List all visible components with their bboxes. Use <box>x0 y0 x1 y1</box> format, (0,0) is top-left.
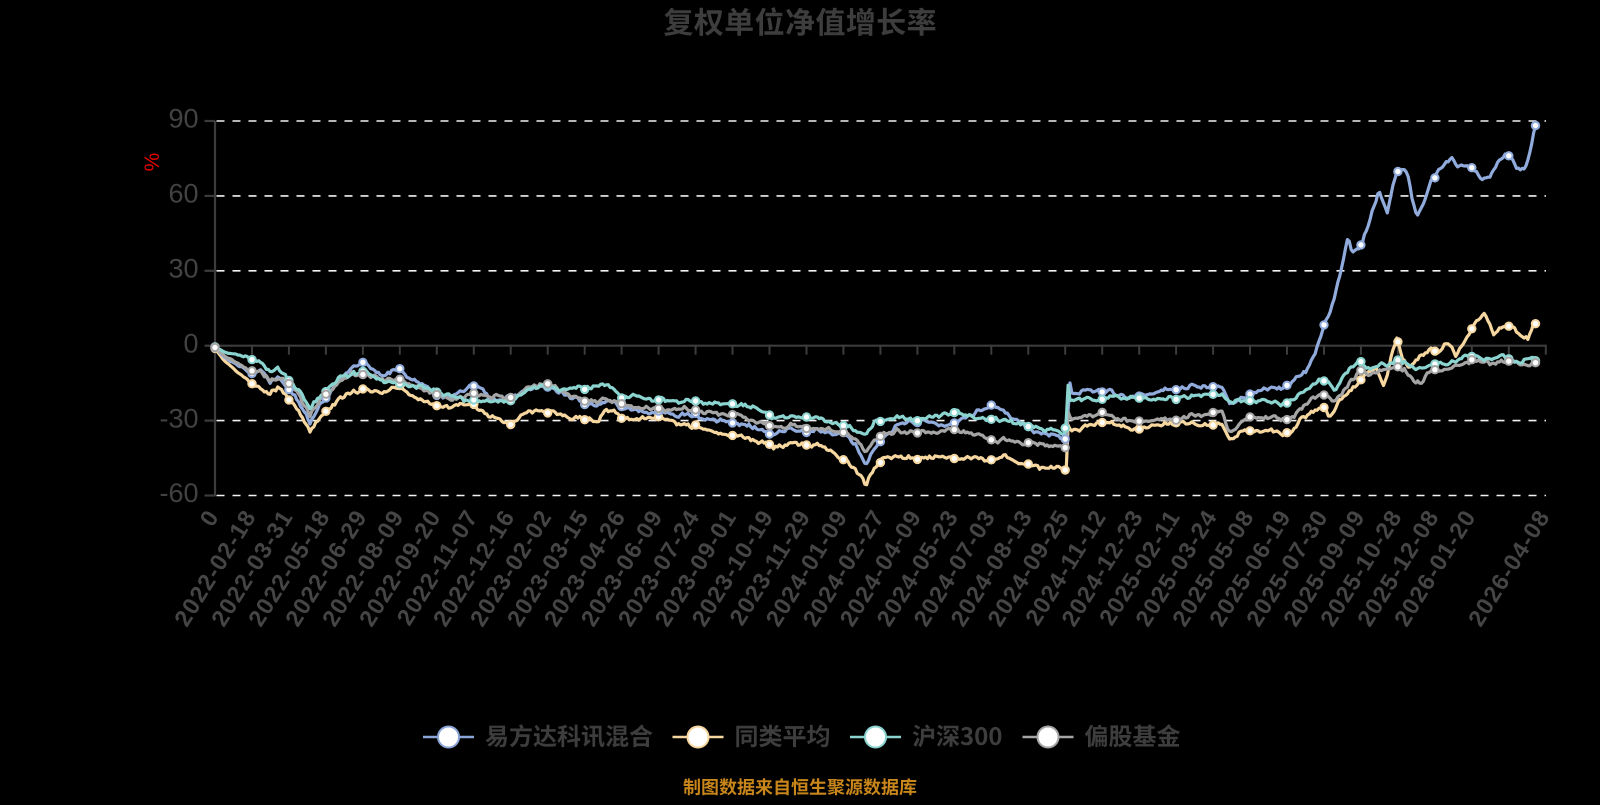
svg-text:-60: -60 <box>159 478 198 508</box>
svg-text:30: 30 <box>168 254 198 284</box>
svg-text:60: 60 <box>168 179 198 209</box>
svg-text:90: 90 <box>168 104 198 134</box>
svg-text:%: % <box>141 153 164 172</box>
svg-text:0: 0 <box>183 328 198 358</box>
svg-text:-30: -30 <box>159 403 198 433</box>
